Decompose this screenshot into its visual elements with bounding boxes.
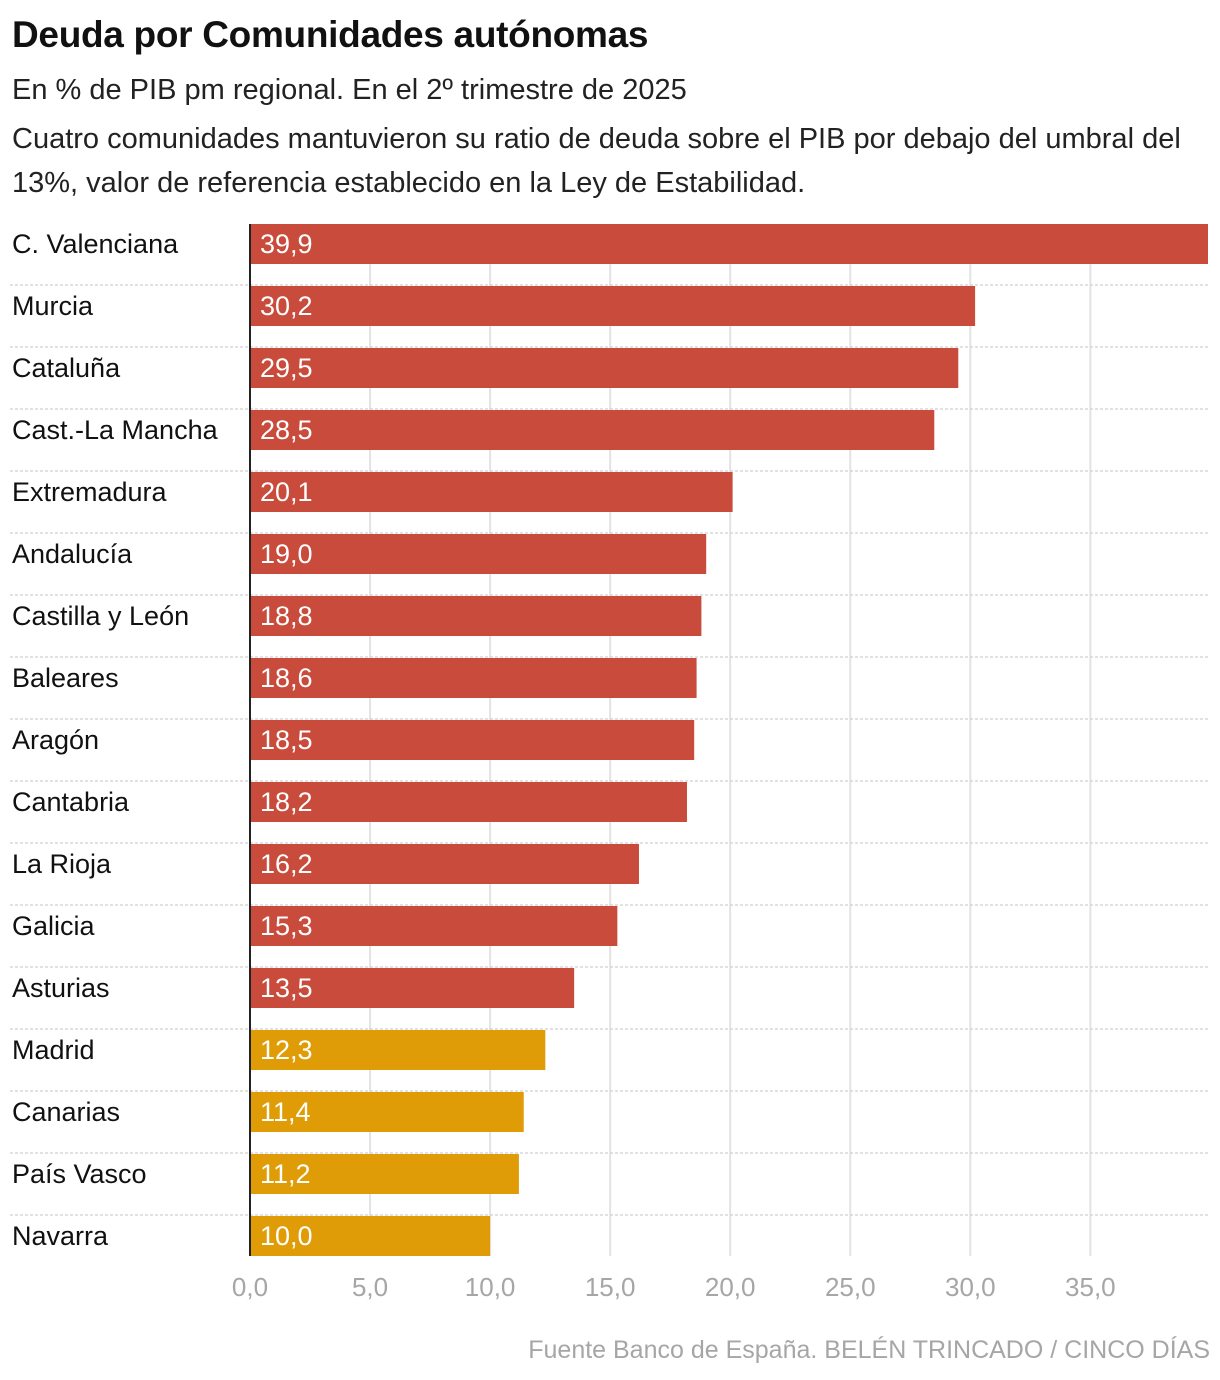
value-label: 29,5: [260, 353, 313, 383]
source-note: Fuente Banco de España. BELÉN TRINCADO /…: [528, 1336, 1210, 1364]
bar: [250, 1216, 491, 1256]
category-label: Navarra: [12, 1221, 109, 1251]
bar: [250, 224, 1208, 264]
bars: [250, 224, 1208, 1256]
bar: [250, 782, 687, 822]
category-label: Cast.-La Mancha: [12, 415, 219, 445]
x-axis-ticks: 0,0 5,0 10,0 15,0 20,0 25,0 30,0 35,0: [232, 1272, 1116, 1302]
category-labels: C. Valenciana Murcia Cataluña Cast.-La Manc…: [12, 229, 219, 1251]
x-tick-label: 35,0: [1065, 1272, 1116, 1302]
bar: [250, 596, 702, 636]
category-label: Madrid: [12, 1035, 95, 1065]
bar: [250, 410, 935, 450]
bar: [250, 844, 639, 884]
category-label: Cataluña: [12, 353, 121, 383]
bar: [250, 968, 575, 1008]
category-label: Cantabria: [12, 787, 130, 817]
value-label: 18,8: [260, 601, 313, 631]
category-label: Canarias: [12, 1097, 120, 1127]
x-tick-label: 15,0: [585, 1272, 636, 1302]
bar: [250, 658, 697, 698]
bar: [250, 348, 959, 388]
bar: [250, 1154, 519, 1194]
category-label: Asturias: [12, 973, 110, 1003]
value-label: 10,0: [260, 1221, 313, 1251]
value-label: 15,3: [260, 911, 313, 941]
category-label: Castilla y León: [12, 601, 189, 631]
category-label: Galicia: [12, 911, 96, 941]
bar: [250, 906, 618, 946]
category-label: Andalucía: [12, 539, 133, 569]
value-label: 18,6: [260, 663, 313, 693]
chart-title: Deuda por Comunidades autónomas: [12, 14, 649, 55]
value-label: 30,2: [260, 291, 313, 321]
x-tick-label: 10,0: [465, 1272, 516, 1302]
value-label: 18,2: [260, 787, 313, 817]
category-label: País Vasco: [12, 1159, 147, 1189]
bar: [250, 286, 976, 326]
bar: [250, 472, 733, 512]
chart-description: Cuatro comunidades mantuvieron su ratio …: [12, 123, 1181, 199]
bar: [250, 720, 695, 760]
value-label: 12,3: [260, 1035, 313, 1065]
category-label: Baleares: [12, 663, 119, 693]
chart-subtitle: En % de PIB pm regional. En el 2º trimes…: [12, 74, 687, 106]
category-label: Aragón: [12, 725, 99, 755]
value-label: 18,5: [260, 725, 313, 755]
value-label: 19,0: [260, 539, 313, 569]
value-label: 39,9: [260, 229, 313, 259]
value-label: 28,5: [260, 415, 313, 445]
value-label: 13,5: [260, 973, 313, 1003]
x-tick-label: 5,0: [352, 1272, 388, 1302]
bar: [250, 1092, 524, 1132]
bar: [250, 534, 707, 574]
value-label: 20,1: [260, 477, 313, 507]
x-tick-label: 20,0: [705, 1272, 756, 1302]
category-label: Extremadura: [12, 477, 168, 507]
x-tick-label: 30,0: [945, 1272, 996, 1302]
x-tick-label: 25,0: [825, 1272, 876, 1302]
value-label: 11,4: [260, 1097, 311, 1127]
category-label: La Rioja: [12, 849, 112, 879]
bar: [250, 1030, 546, 1070]
value-label: 11,2: [260, 1159, 311, 1189]
category-label: C. Valenciana: [12, 229, 179, 259]
category-label: Murcia: [12, 291, 94, 321]
value-labels: 39,9 30,2 29,5 28,5 20,1 19,0 18,8 18,6 18,5 18,2…: [260, 229, 313, 1251]
x-tick-label: 0,0: [232, 1272, 268, 1302]
value-label: 16,2: [260, 849, 313, 879]
